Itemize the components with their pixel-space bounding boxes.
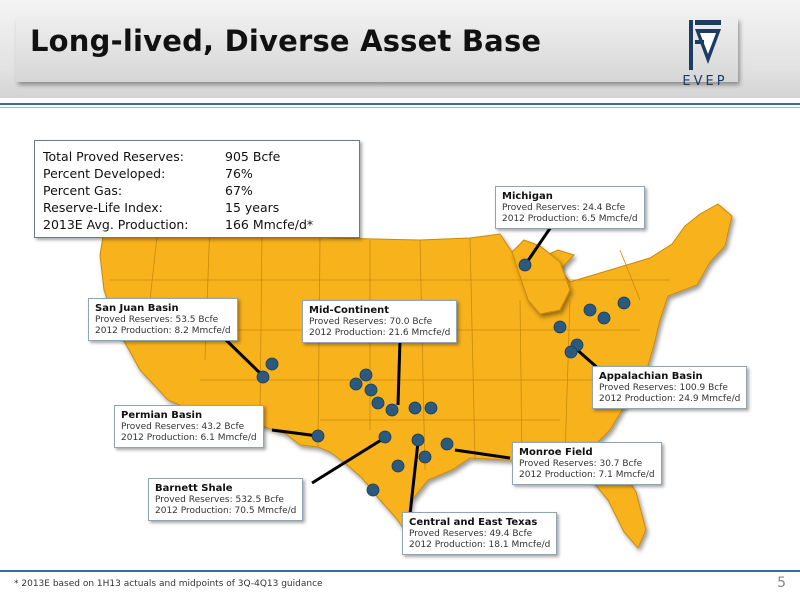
asset-marker: [440, 437, 454, 451]
asset-marker: [371, 396, 385, 410]
evep-logo-icon: [689, 20, 721, 70]
callout-appalachian-basin: Appalachian Basin Proved Reserves: 100.9…: [592, 366, 748, 409]
callout-production: 2012 Production: 18.1 Mmcfe/d: [409, 540, 551, 550]
header-rule-thin: [0, 107, 800, 108]
logo-text: EVEP: [682, 74, 728, 89]
callout-title: Monroe Field: [519, 447, 593, 458]
company-logo: EVEP: [650, 14, 760, 94]
callout-mid-continent: Mid-Continent Proved Reserves: 70.0 Bcfe…: [302, 300, 458, 343]
summary-label: Percent Gas:: [43, 183, 123, 198]
callout-reserves: Proved Reserves: 70.0 Bcfe: [309, 317, 433, 327]
asset-marker: [378, 430, 392, 444]
asset-marker: [359, 368, 373, 382]
callout-production: 2012 Production: 8.2 Mmcfe/d: [95, 326, 231, 336]
callout-leaders: [224, 223, 601, 515]
asset-marker: [408, 401, 422, 415]
summary-value: 905 Bcfe: [225, 149, 281, 164]
callout-central-east-texas: Central and East Texas Proved Reserves: …: [402, 512, 558, 555]
asset-marker: [256, 370, 270, 384]
page-number: 5: [777, 575, 786, 591]
callout-title: Mid-Continent: [309, 305, 390, 316]
callout-permian-basin: Permian Basin Proved Reserves: 43.2 Bcfe…: [114, 405, 264, 448]
callout-title: Central and East Texas: [409, 517, 538, 528]
slide-title: Long-lived, Diverse Asset Base: [30, 24, 542, 58]
callout-reserves: Proved Reserves: 532.5 Bcfe: [155, 495, 284, 505]
reserves-summary-box: Total Proved Reserves: 905 Bcfe Percent …: [34, 140, 360, 238]
summary-label: Total Proved Reserves:: [43, 149, 184, 164]
asset-marker: [411, 433, 425, 447]
slide-header: Long-lived, Diverse Asset Base EVEP: [0, 0, 800, 98]
asset-marker: [311, 429, 325, 443]
callout-reserves: Proved Reserves: 49.4 Bcfe: [409, 529, 533, 539]
asset-marker: [265, 357, 279, 371]
michigan-peninsula: [511, 239, 571, 315]
asset-marker: [385, 403, 399, 417]
asset-marker: [418, 450, 432, 464]
summary-label: Percent Developed:: [43, 166, 166, 181]
asset-marker: [518, 258, 532, 272]
asset-marker: [597, 311, 611, 325]
asset-marker: [349, 377, 363, 391]
footer-rule: [0, 570, 800, 572]
summary-value: 166 Mmcfe/d*: [225, 217, 314, 232]
callout-barnett-shale: Barnett Shale Proved Reserves: 532.5 Bcf…: [148, 478, 304, 521]
callout-production: 2012 Production: 6.5 Mmcfe/d: [502, 214, 638, 224]
summary-value: 15 years: [225, 200, 280, 215]
callout-title: Appalachian Basin: [599, 371, 703, 382]
callout-title: Permian Basin: [121, 410, 203, 421]
summary-label: Reserve-Life Index:: [43, 200, 163, 215]
callout-production: 2012 Production: 6.1 Mmcfe/d: [121, 433, 257, 443]
asset-marker: [391, 459, 405, 473]
callout-reserves: Proved Reserves: 24.4 Bcfe: [502, 203, 626, 213]
callout-reserves: Proved Reserves: 43.2 Bcfe: [121, 422, 245, 432]
callout-production: 2012 Production: 24.9 Mmcfe/d: [599, 394, 741, 404]
asset-marker: [617, 296, 631, 310]
summary-value: 67%: [225, 183, 253, 198]
callout-reserves: Proved Reserves: 30.7 Bcfe: [519, 459, 643, 469]
asset-marker: [564, 345, 578, 359]
title-bar: [16, 18, 738, 82]
callout-title: Michigan: [502, 191, 553, 202]
asset-markers: [256, 258, 631, 497]
asset-marker: [553, 320, 567, 334]
callout-monroe-field: Monroe Field Proved Reserves: 30.7 Bcfe …: [512, 442, 662, 485]
callout-reserves: Proved Reserves: 53.5 Bcfe: [95, 315, 219, 325]
callout-reserves: Proved Reserves: 100.9 Bcfe: [599, 383, 728, 393]
footnote: * 2013E based on 1H13 actuals and midpoi…: [14, 579, 323, 589]
callout-production: 2012 Production: 7.1 Mmcfe/d: [519, 470, 655, 480]
header-rule: [0, 103, 800, 105]
summary-value: 76%: [225, 166, 253, 181]
callout-michigan: Michigan Proved Reserves: 24.4 Bcfe 2012…: [495, 186, 645, 229]
callout-title: San Juan Basin: [95, 303, 179, 314]
callout-production: 2012 Production: 21.6 Mmcfe/d: [309, 328, 451, 338]
callout-san-juan-basin: San Juan Basin Proved Reserves: 53.5 Bcf…: [88, 298, 238, 341]
asset-marker: [366, 483, 380, 497]
callout-title: Barnett Shale: [155, 483, 233, 494]
asset-marker: [583, 303, 597, 317]
asset-marker: [424, 401, 438, 415]
summary-label: 2013E Avg. Production:: [43, 217, 189, 232]
asset-marker: [364, 383, 378, 397]
callout-production: 2012 Production: 70.5 Mmcfe/d: [155, 506, 297, 516]
